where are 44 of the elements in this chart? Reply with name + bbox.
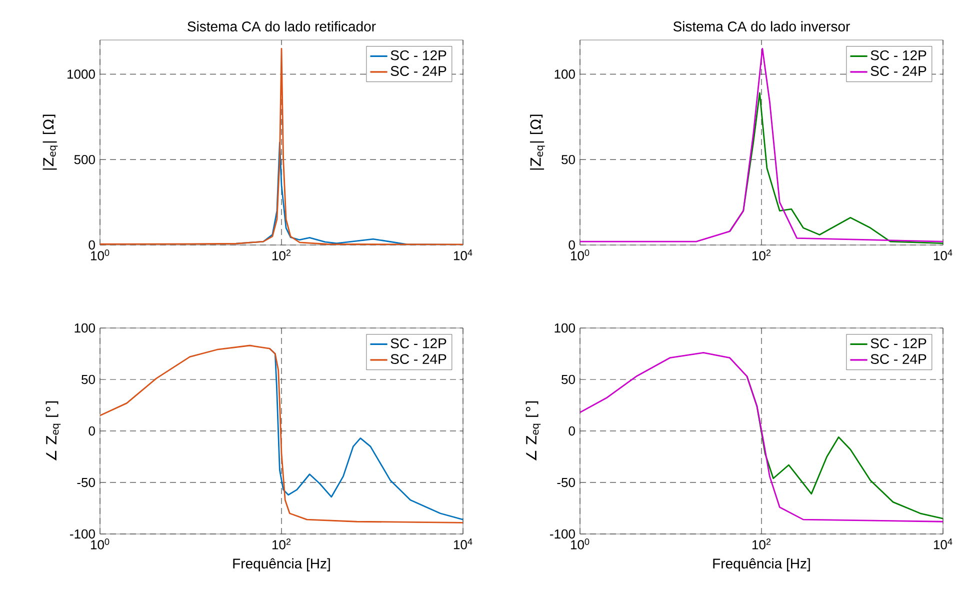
legend-label: SC - 24P <box>870 354 926 364</box>
x-tick-label: 10$^{4}$ <box>934 250 952 260</box>
x-tick-label: 10$^{4}$ <box>454 538 472 550</box>
y-tick-label: -50 <box>77 478 95 488</box>
x-tick-label: 10$^{0}$ <box>90 250 110 260</box>
y-tick-label: 500 <box>74 154 95 164</box>
y-tick-label: 100 <box>554 70 575 79</box>
legend-label: SC - 24P <box>870 66 926 76</box>
x-tick-label: 10$^{2}$ <box>752 250 771 260</box>
legend-label: SC - 24P <box>390 66 446 76</box>
y-tick-label: 0 <box>568 426 575 436</box>
x-tick-label: 10$^{0}$ <box>570 250 590 260</box>
y-axis-title: ∠ Z$_{eq}$ [°] <box>526 401 541 461</box>
legend-label: SC - 12P <box>390 50 446 60</box>
x-tick-label: 10$^{0}$ <box>90 538 110 550</box>
x-tick-label: 10$^{2}$ <box>272 250 291 260</box>
y-tick-label: 0 <box>568 240 575 250</box>
x-tick-label: 10$^{2}$ <box>272 538 291 550</box>
y-axis-title: |Z$_{eq}$| [Ω] <box>42 114 58 170</box>
y-tick-label: 0 <box>88 240 95 250</box>
legend-label: SC - 12P <box>870 50 926 60</box>
legend-label: SC - 24P <box>390 354 446 364</box>
y-tick-label: 0 <box>88 426 95 436</box>
x-tick-label: 10$^{2}$ <box>752 538 771 550</box>
y-tick-label: 1000 <box>68 70 95 79</box>
x-axis-title: Frequência [Hz] <box>713 558 810 572</box>
y-tick-label: 50 <box>82 374 95 384</box>
chart-title: Sistema CA do lado inversor <box>673 21 850 32</box>
y-tick-label: 100 <box>554 323 575 333</box>
y-axis-title: ∠ Z$_{eq}$ [°] <box>46 401 61 461</box>
legend-label: SC - 12P <box>870 338 926 348</box>
x-tick-label: 10$^{0}$ <box>570 538 590 550</box>
y-axis-title: |Z$_{eq}$| [Ω] <box>530 114 545 170</box>
y-tick-label: -100 <box>550 529 575 539</box>
y-tick-label: 50 <box>562 374 575 384</box>
chart-title: Sistema CA do lado retificador <box>188 21 376 32</box>
legend-label: SC - 12P <box>390 338 446 348</box>
x-axis-title: Frequência [Hz] <box>233 558 330 572</box>
x-tick-label: 10$^{4}$ <box>454 250 472 260</box>
y-tick-label: 50 <box>562 154 575 164</box>
y-tick-label: 100 <box>74 323 95 333</box>
y-tick-label: -100 <box>70 529 95 539</box>
y-tick-label: -50 <box>557 478 575 488</box>
x-tick-label: 10$^{4}$ <box>934 538 952 550</box>
